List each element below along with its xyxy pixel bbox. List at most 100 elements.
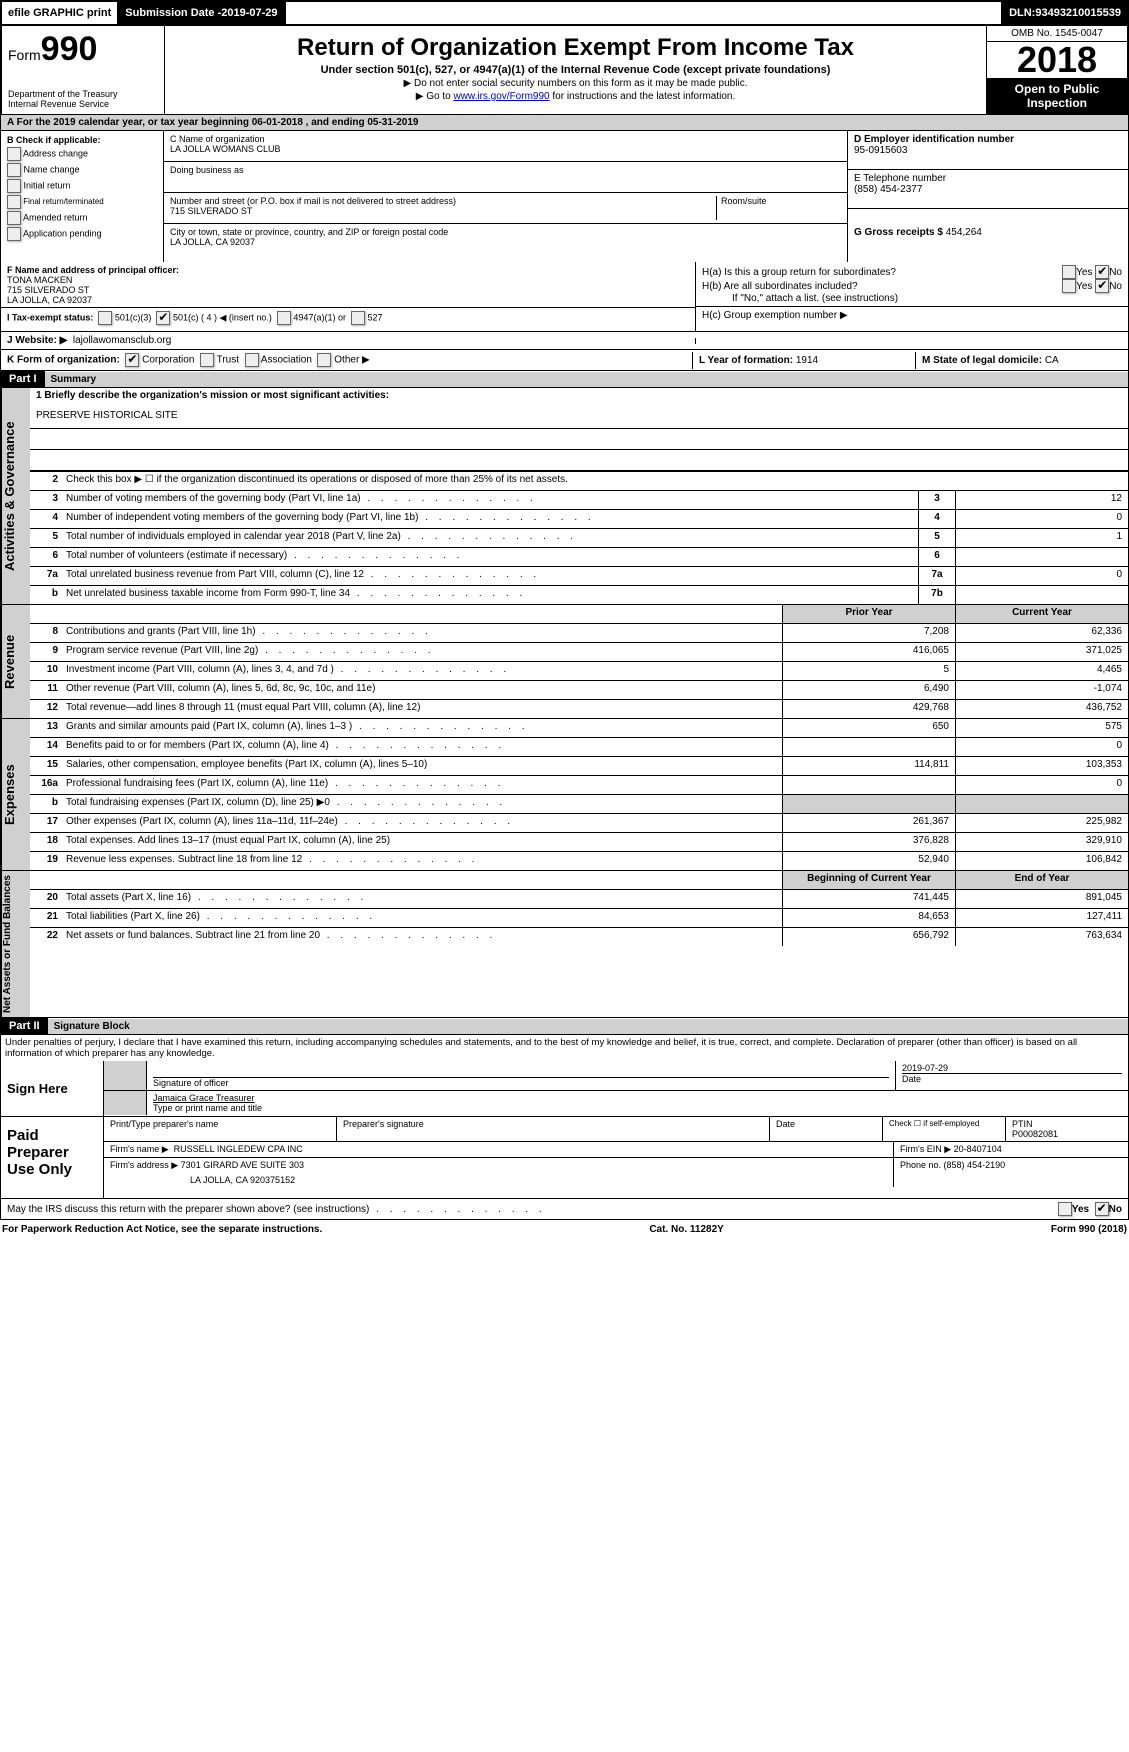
discuss-row: May the IRS discuss this return with the…: [0, 1199, 1129, 1220]
table-row: 22Net assets or fund balances. Subtract …: [30, 928, 1128, 946]
table-row: bTotal fundraising expenses (Part IX, co…: [30, 795, 1128, 814]
note-ssn: ▶ Do not enter social security numbers o…: [175, 78, 976, 89]
footer-cat: Cat. No. 11282Y: [649, 1224, 723, 1235]
checkbox-icon[interactable]: [1062, 265, 1076, 279]
page-footer: For Paperwork Reduction Act Notice, see …: [0, 1220, 1129, 1239]
dln: DLN: 93493210015539: [1003, 2, 1127, 24]
table-row: 20Total assets (Part X, line 16)741,4458…: [30, 890, 1128, 909]
checkbox-icon[interactable]: [200, 353, 214, 367]
chk-pending: Application pending: [7, 227, 157, 241]
section-bcd: B Check if applicable: Address change Na…: [0, 131, 1129, 262]
mission-box: 1 Briefly describe the organization's mi…: [30, 388, 1128, 472]
row-klm: K Form of organization: Corporation Trus…: [0, 350, 1129, 371]
checkbox-icon[interactable]: [98, 311, 112, 325]
table-row: 14Benefits paid to or for members (Part …: [30, 738, 1128, 757]
dept: Department of the Treasury Internal Reve…: [8, 89, 158, 109]
paid-preparer-section: Paid Preparer Use Only Print/Type prepar…: [0, 1117, 1129, 1199]
table-row: 18Total expenses. Add lines 13–17 (must …: [30, 833, 1128, 852]
checkbox-icon[interactable]: [1058, 1202, 1072, 1216]
perjury-text: Under penalties of perjury, I declare th…: [0, 1035, 1129, 1061]
room-suite: Room/suite: [716, 196, 841, 220]
table-row: 21Total liabilities (Part X, line 26)84,…: [30, 909, 1128, 928]
checkbox-icon[interactable]: [7, 227, 21, 241]
row-j: J Website: ▶ lajollawomansclub.org: [0, 332, 1129, 350]
table-row: 15Salaries, other compensation, employee…: [30, 757, 1128, 776]
row-a-calendar: A For the 2019 calendar year, or tax yea…: [0, 115, 1129, 131]
side-revenue: Revenue: [1, 605, 30, 718]
table-row: 7aTotal unrelated business revenue from …: [30, 567, 1128, 586]
note-link: ▶ Go to www.irs.gov/Form990 for instruct…: [175, 91, 976, 102]
footer-left: For Paperwork Reduction Act Notice, see …: [2, 1224, 322, 1235]
col-h: H(a) Is this a group return for subordin…: [696, 262, 1128, 331]
rev-header: Prior Year Current Year: [30, 605, 1128, 624]
efile-label: efile GRAPHIC print: [2, 2, 119, 24]
checkbox-icon[interactable]: [7, 211, 21, 225]
checkbox-icon[interactable]: [1095, 1202, 1109, 1216]
checkbox-icon[interactable]: [1095, 279, 1109, 293]
checkbox-icon[interactable]: [317, 353, 331, 367]
table-row: bNet unrelated business taxable income f…: [30, 586, 1128, 604]
side-governance: Activities & Governance: [1, 388, 30, 604]
topbar-spacer: [286, 2, 1004, 24]
table-row: 13Grants and similar amounts paid (Part …: [30, 719, 1128, 738]
form-title: Return of Organization Exempt From Incom…: [175, 34, 976, 62]
chk-initial: Initial return: [7, 179, 157, 193]
side-netassets: Net Assets or Fund Balances: [1, 871, 30, 1017]
part2-header: Part II Signature Block: [0, 1018, 1129, 1035]
checkbox-icon[interactable]: [277, 311, 291, 325]
header-right: OMB No. 1545-0047 2018 Open to Public In…: [987, 26, 1127, 114]
table-expenses: Expenses 13Grants and similar amounts pa…: [0, 719, 1129, 871]
checkbox-icon[interactable]: [7, 147, 21, 161]
line-2: 2 Check this box ▶ ☐ if the organization…: [30, 472, 1128, 491]
chk-name: Name change: [7, 163, 157, 177]
sign-here-section: Sign Here Signature of officer 2019-07-2…: [0, 1061, 1129, 1117]
table-row: 5Total number of individuals employed in…: [30, 529, 1128, 548]
table-revenue: Revenue Prior Year Current Year 8Contrib…: [0, 605, 1129, 719]
table-row: 19Revenue less expenses. Subtract line 1…: [30, 852, 1128, 870]
checkbox-icon[interactable]: [7, 163, 21, 177]
ein-row: D Employer identification number 95-0915…: [848, 131, 1128, 170]
checkbox-icon[interactable]: [351, 311, 365, 325]
row-fh: F Name and address of principal officer:…: [0, 262, 1129, 332]
table-row: 16aProfessional fundraising fees (Part I…: [30, 776, 1128, 795]
form-header: Form990 Department of the Treasury Inter…: [0, 26, 1129, 115]
checkbox-icon[interactable]: [7, 179, 21, 193]
table-row: 12Total revenue—add lines 8 through 11 (…: [30, 700, 1128, 718]
form-subtitle: Under section 501(c), 527, or 4947(a)(1)…: [175, 64, 976, 76]
chk-final: Final return/terminated: [7, 195, 157, 209]
header-left: Form990 Department of the Treasury Inter…: [2, 26, 165, 114]
checkbox-icon[interactable]: [245, 353, 259, 367]
chk-amended: Amended return: [7, 211, 157, 225]
checkbox-icon[interactable]: [125, 353, 139, 367]
side-expenses: Expenses: [1, 719, 30, 870]
phone-row: E Telephone number (858) 454-2377: [848, 170, 1128, 209]
open-public: Open to Public Inspection: [987, 78, 1127, 114]
dba-row: Doing business as: [164, 162, 847, 193]
col-f: F Name and address of principal officer:…: [1, 262, 696, 331]
table-governance: Activities & Governance 1 Briefly descri…: [0, 388, 1129, 605]
paid-preparer-label: Paid Preparer Use Only: [1, 1117, 104, 1198]
part1-header: Part I Summary: [0, 371, 1129, 388]
checkbox-icon[interactable]: [156, 311, 170, 325]
header-center: Return of Organization Exempt From Incom…: [165, 26, 987, 114]
sign-here-label: Sign Here: [1, 1061, 104, 1116]
table-netassets: Net Assets or Fund Balances Beginning of…: [0, 871, 1129, 1018]
submission-date: Submission Date - 2019-07-29: [119, 2, 285, 24]
footer-right: Form 990 (2018): [1051, 1224, 1127, 1235]
checkbox-icon[interactable]: [7, 195, 21, 209]
net-header: Beginning of Current Year End of Year: [30, 871, 1128, 890]
table-row: 8Contributions and grants (Part VIII, li…: [30, 624, 1128, 643]
irs-link[interactable]: www.irs.gov/Form990: [453, 91, 549, 102]
street-row: Number and street (or P.O. box if mail i…: [164, 193, 847, 224]
org-name-row: C Name of organization LA JOLLA WOMANS C…: [164, 131, 847, 162]
city-row: City or town, state or province, country…: [164, 224, 847, 254]
table-row: 4Number of independent voting members of…: [30, 510, 1128, 529]
col-d: D Employer identification number 95-0915…: [848, 131, 1128, 262]
col-c: C Name of organization LA JOLLA WOMANS C…: [164, 131, 848, 262]
checkbox-icon[interactable]: [1062, 279, 1076, 293]
table-row: 10Investment income (Part VIII, column (…: [30, 662, 1128, 681]
col-b: B Check if applicable: Address change Na…: [1, 131, 164, 262]
efile-topbar: efile GRAPHIC print Submission Date - 20…: [0, 0, 1129, 26]
form-number: Form990: [8, 30, 158, 69]
checkbox-icon[interactable]: [1095, 265, 1109, 279]
